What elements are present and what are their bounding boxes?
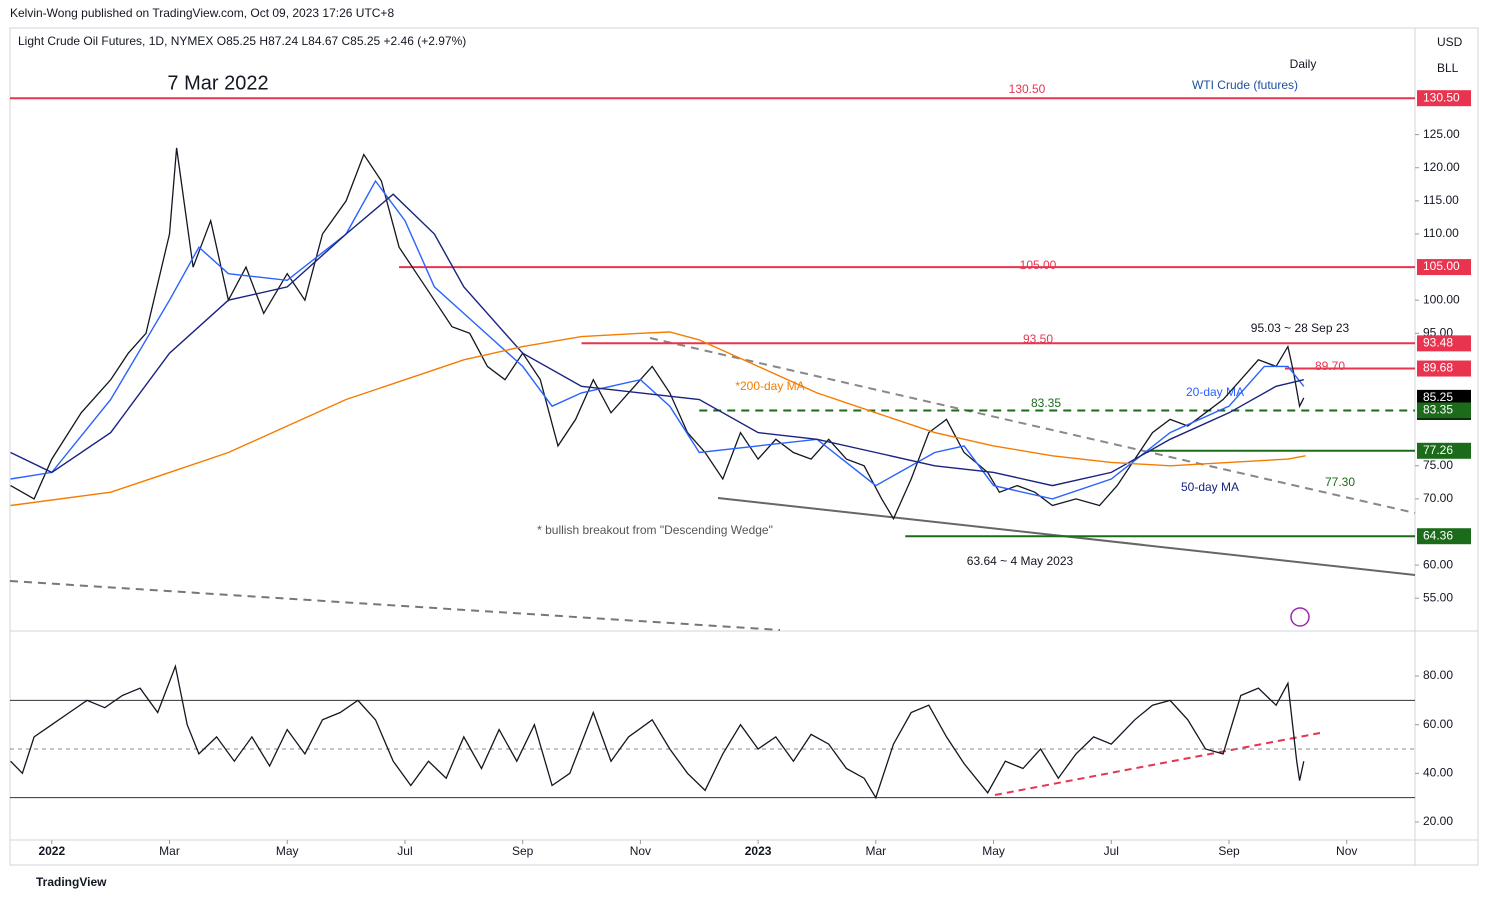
x-tick-label: 2023 [745,844,772,858]
price-badge [1417,335,1471,352]
price-badge-label: 85.25 [1423,390,1453,404]
price-badge [1417,528,1471,545]
y-tick-label: 70.00 [1423,491,1453,505]
annotation: 20-day MA [1186,385,1244,399]
icon[interactable] [1290,607,1310,627]
x-tick-label: 2022 [38,844,65,858]
y-tick-label: 20.00 [1423,814,1453,828]
y-tick-label: 115.00 [1423,193,1459,207]
annotation: 83.35 [1031,396,1061,410]
currency: USD [1437,35,1463,49]
annotation: * bullish breakout from "Descending Wedg… [537,523,773,537]
price-badge-label: 83.35 [1423,403,1453,417]
annotation: 50-day MA [1181,480,1239,494]
y-tick-label: 55.00 [1423,590,1453,604]
annotation: *200-day MA [735,379,804,393]
symbol-header: Light Crude Oil Futures, 1D, NYMEX O85.2… [18,34,466,48]
y-tick-label: 80.00 [1423,668,1453,682]
price-badge [1417,360,1471,377]
annotation: 89.70 [1315,359,1345,373]
price-badge-label: 89.68 [1423,361,1453,375]
annotation: 105.00 [1020,258,1057,272]
price-badge-label: 130.50 [1423,90,1460,104]
x-tick-label: Mar [866,844,887,858]
rsi-trendline [994,732,1321,796]
y-tick-label: 40.00 [1423,766,1453,780]
unit: BLL [1437,61,1459,75]
y-tick-label: 120.00 [1423,160,1460,174]
x-tick-label: Jul [1104,844,1119,858]
price-badge-label: 93.48 [1423,336,1453,350]
annotation: 7 Mar 2022 [167,72,268,94]
price-badge [1417,442,1471,459]
wedge-top [649,337,1416,514]
x-tick-label: Sep [512,844,534,858]
x-tick-label: Nov [630,844,651,858]
series-line [10,193,1304,487]
frame [9,27,1479,866]
series-line [10,663,1305,800]
x-tick-label: May [982,844,1005,858]
annotation: 77.30 [1325,475,1355,489]
price-badge-label: 77.26 [1423,443,1453,457]
title: WTI Crude (futures) [1192,78,1298,92]
y-tick-label: 60.00 [1423,557,1453,571]
x-tick-label: Mar [159,844,180,858]
y-tick-label: 100.00 [1423,292,1460,306]
price-badge-label: 64.36 [1423,528,1453,542]
x-tick-label: May [276,844,299,858]
y-tick-label: 125.00 [1423,127,1460,141]
price-badge [1417,402,1471,419]
annotation: 130.50 [1009,82,1046,96]
annotation: 95.03 ~ 28 Sep 23 [1251,321,1350,335]
subtitle: Daily [1290,57,1317,71]
trendline [9,580,781,631]
series-line [10,179,1305,500]
x-tick-label: Nov [1336,844,1357,858]
series-line [10,331,1306,507]
footer-logo: TradingView [36,875,107,889]
annotation: 63.64 ~ 4 May 2023 [967,554,1074,568]
x-tick-label: Jul [397,844,412,858]
y-tick-label: 75.00 [1423,458,1453,472]
price-badge [1417,90,1471,107]
publisher: Kelvin-Wong published on TradingView.com… [10,6,394,20]
price-badge [1417,259,1471,276]
price-badge-label: 105.00 [1423,259,1460,273]
y-tick-label: 60.00 [1423,717,1453,731]
y-tick-label: 110.00 [1423,226,1459,240]
x-tick-label: Sep [1218,844,1240,858]
series-line [10,147,1305,521]
